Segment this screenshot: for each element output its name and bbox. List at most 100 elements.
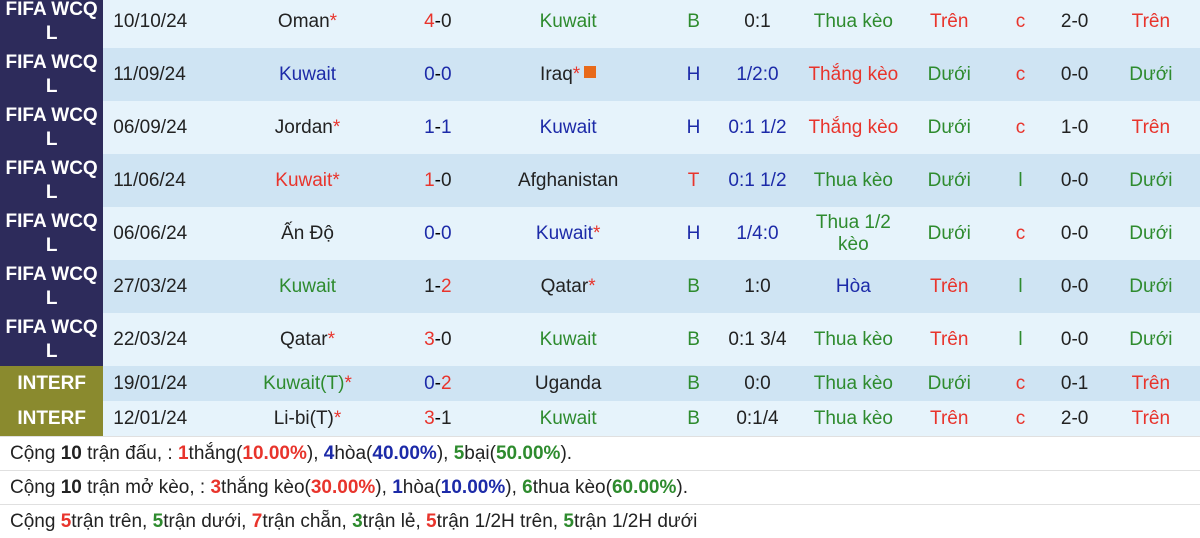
away-team-name[interactable]: Kuwait [539, 116, 597, 138]
handicap: 0:1 1/2 [728, 116, 787, 138]
home-team-name[interactable]: Qatar [280, 328, 328, 350]
home-team[interactable]: Li-bi(T)* [202, 408, 413, 430]
favorite-star: * [332, 116, 341, 138]
match-date: 19/01/24 [113, 372, 188, 394]
summary-segment: 10.00% [242, 443, 307, 464]
home-team-name[interactable]: Oman [277, 10, 330, 32]
away-team-name[interactable]: Kuwait [539, 407, 597, 429]
home-score: 1 [424, 169, 435, 191]
half-time-score: 0-0 [1060, 328, 1089, 350]
summary-segment: 50.00% [495, 443, 561, 464]
home-team-name[interactable]: Kuwait [278, 63, 337, 85]
away-team[interactable]: Kuwait [462, 408, 673, 430]
over-under: Trên [930, 10, 969, 32]
summary-line: Cộng 10 trận mở kèo, : 3thắng kèo(30.00%… [0, 470, 1200, 504]
home-team[interactable]: Oman* [202, 11, 413, 33]
handicap: 0:1 3/4 [728, 328, 787, 350]
odd-even: c [1015, 372, 1026, 394]
home-team-name[interactable]: Kuwait [275, 169, 333, 191]
home-team[interactable]: Kuwait(T)* [202, 373, 413, 395]
handicap-result: Hòa [835, 275, 871, 297]
home-team[interactable]: Kuwait [202, 276, 413, 298]
home-team[interactable]: Qatar* [202, 329, 413, 351]
score: 4-0 [424, 10, 452, 32]
score: 3-1 [424, 407, 452, 429]
favorite-star: * [572, 63, 581, 85]
handicap-result: Thắng kèo [808, 63, 899, 85]
away-team-name[interactable]: Uganda [534, 372, 602, 394]
summary-segment: 10.00% [440, 477, 506, 498]
summary-segment: trận dưới, [163, 511, 252, 532]
away-score: 0 [440, 169, 452, 191]
away-team-name[interactable]: Afghanistan [517, 169, 619, 191]
favorite-star: * [588, 275, 596, 297]
table-row: INTERF 19/01/24 Kuwait(T)* 0-2 Uganda B 0:0 Thu… [0, 366, 1200, 401]
home-team-name[interactable]: Li-bi(T) [273, 407, 334, 429]
home-team-name[interactable]: Jordan [274, 116, 333, 138]
summary-segment: 3 [352, 511, 363, 532]
league-label[interactable]: FIFA WCQL [5, 51, 98, 97]
away-team[interactable]: Uganda [462, 373, 673, 395]
home-team-name[interactable]: Kuwait(T) [263, 372, 345, 394]
summary-segment: ). [676, 477, 689, 498]
league-label[interactable]: INTERF [17, 407, 86, 429]
away-team-name[interactable]: Kuwait [539, 328, 597, 350]
summary-segment: 5 [563, 511, 574, 532]
result-code: H [686, 63, 701, 85]
half-time-score: 2-0 [1060, 10, 1089, 32]
summary-segment: 7 [251, 511, 263, 532]
home-team-name[interactable]: Kuwait [278, 275, 337, 297]
away-team[interactable]: Afghanistan [462, 170, 673, 192]
league-label[interactable]: FIFA WCQL [5, 316, 98, 362]
table-row: FIFA WCQL 06/09/24 Jordan* 1-1 Kuwait H 0:1 1/… [0, 101, 1200, 154]
score: 1-1 [424, 116, 452, 138]
home-team-name[interactable]: Ấn Độ [281, 222, 334, 244]
away-team[interactable]: Kuwait [462, 11, 673, 33]
result-code: B [687, 275, 700, 297]
summary-line: Cộng 5trận trên, 5trận dưới, 7trận chẵn,… [0, 504, 1200, 538]
away-team[interactable]: Kuwait [462, 329, 673, 351]
league-label[interactable]: FIFA WCQL [5, 104, 98, 150]
home-team[interactable]: Kuwait* [202, 170, 413, 192]
half-time-score: 2-0 [1060, 407, 1089, 429]
home-score: 0 [424, 63, 435, 85]
summary-segment: ), [436, 443, 454, 464]
league-label[interactable]: FIFA WCQL [5, 157, 98, 203]
handicap-result: Thua kèo [813, 10, 893, 32]
home-team[interactable]: Jordan* [202, 117, 413, 139]
summary-segment: Cộng [10, 511, 61, 532]
half-time-over-under: Trên [1131, 407, 1171, 429]
away-team-name[interactable]: Kuwait [539, 10, 597, 32]
half-time-score: 0-1 [1060, 372, 1089, 394]
league-label[interactable]: INTERF [17, 372, 86, 394]
result-code: B [687, 328, 700, 350]
away-team-name[interactable]: Qatar [540, 275, 589, 297]
score: 0-0 [424, 222, 452, 244]
half-time-over-under: Dưới [1129, 328, 1173, 350]
away-team-name[interactable]: Kuwait [535, 222, 593, 244]
home-score: 0 [424, 372, 435, 394]
away-team-name[interactable]: Iraq [540, 63, 573, 85]
league-label[interactable]: FIFA WCQL [5, 263, 98, 309]
home-team[interactable]: Ấn Độ [202, 223, 413, 245]
away-team[interactable]: Kuwait* [462, 223, 673, 245]
half-time-score: 0-0 [1060, 275, 1089, 297]
red-card-icon [584, 65, 597, 78]
odd-even: l [1018, 169, 1023, 191]
away-score: 0 [440, 10, 452, 32]
summary-segment: 5 [453, 443, 465, 464]
league-label[interactable]: FIFA WCQL [5, 210, 98, 256]
summary-segment: hòa( [402, 477, 441, 498]
away-team[interactable]: Kuwait [462, 117, 673, 139]
league-label[interactable]: FIFA WCQL [5, 0, 98, 44]
league-cell: INTERF [0, 366, 104, 401]
odd-even: l [1018, 275, 1023, 297]
result-code: H [686, 116, 701, 138]
table-row: FIFA WCQL 11/06/24 Kuwait* 1-0 Afghanistan T 0… [0, 154, 1200, 207]
over-under: Trên [930, 275, 969, 297]
half-time-over-under: Trên [1131, 372, 1171, 394]
away-team[interactable]: Qatar* [462, 276, 673, 298]
summary-segment: trận mở kèo, : [81, 477, 211, 498]
home-team[interactable]: Kuwait [202, 64, 413, 86]
away-team[interactable]: Iraq* [462, 64, 673, 86]
